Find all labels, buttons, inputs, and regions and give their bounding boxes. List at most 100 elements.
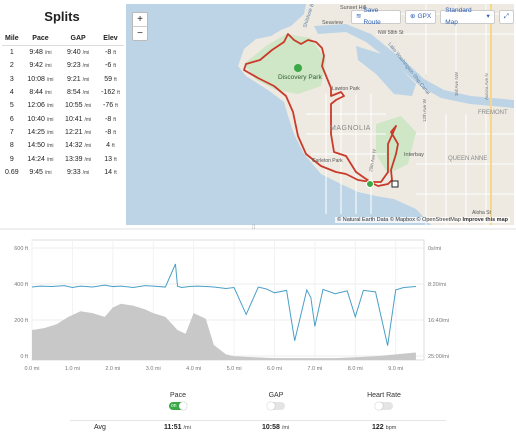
split-elev: -8 ft <box>97 112 124 125</box>
split-pace-unit: /mi <box>44 90 52 97</box>
split-row: 3 10:08 /mi 9:21 /mi 59 ft <box>2 73 124 86</box>
split-pace-value: 9:45 <box>29 168 43 176</box>
finish-marker[interactable] <box>391 180 399 188</box>
y-right-tick: 8:20/mi <box>428 282 446 288</box>
split-elev-value: 4 <box>106 142 111 150</box>
split-pace-value: 14:25 <box>27 128 45 136</box>
y-right-tick: 0s/mi <box>428 246 441 252</box>
split-pace-unit: /mi <box>46 129 54 136</box>
split-pace: 10:40 /mi <box>22 112 60 125</box>
split-pace: 14:50 /mi <box>22 139 60 152</box>
split-gap-unit: /mi <box>82 169 90 176</box>
pace-toggle-text: on <box>171 403 177 409</box>
split-row: 4 8:44 /mi 8:54 /mi -162 ft <box>2 86 124 99</box>
resize-handle-icon[interactable]: ⁞⁞ <box>252 225 256 231</box>
split-pace-unit: /mi <box>46 76 54 83</box>
pace-toggle[interactable]: on <box>169 402 187 410</box>
x-tick: 2.0 mi <box>105 366 120 372</box>
split-pace-value: 10:08 <box>27 75 45 83</box>
split-gap-value: 9:23 <box>67 62 81 70</box>
label-carleton-park: Carleton Park <box>312 158 343 164</box>
route-path <box>243 33 399 187</box>
avg-gap-value: 10:58 <box>262 424 280 431</box>
gpx-button[interactable]: ⊕ GPX <box>405 10 437 24</box>
split-mile: 5 <box>2 99 22 112</box>
heart-rate-toggle[interactable] <box>375 402 393 410</box>
split-elev-unit: ft <box>113 50 116 57</box>
split-pace-unit: /mi <box>46 143 54 150</box>
split-mile-value: 6 <box>9 115 14 123</box>
avg-pace: 11:51 /mi <box>164 424 191 431</box>
split-gap-value: 9:40 <box>67 49 81 57</box>
split-mile-value: 4 <box>9 89 14 97</box>
label-aloha-st: Aloha St <box>472 210 492 216</box>
split-gap: 9:33 /mi <box>59 166 97 179</box>
split-gap: 13:39 /mi <box>59 152 97 165</box>
split-elev: 4 ft <box>97 139 124 152</box>
avg-gap: 10:58 /mi <box>262 424 289 431</box>
save-route-icon: ≋ <box>356 13 362 20</box>
split-gap-unit: /mi <box>84 143 92 150</box>
label-discovery-park: Discovery Park <box>278 74 322 81</box>
label-queen-anne: QUEEN ANNE <box>448 156 487 162</box>
split-gap-value: 14:32 <box>65 142 83 150</box>
split-gap: 9:21 /mi <box>59 73 97 86</box>
split-mile: 1 <box>2 46 22 60</box>
split-gap-unit: /mi <box>84 116 92 123</box>
split-gap: 9:23 /mi <box>59 59 97 72</box>
map-street-labels: 28th Ave W 12th Ave W 3rd Ave NW Aurora … <box>368 71 489 172</box>
split-mile: 4 <box>2 86 22 99</box>
split-gap-value: 13:39 <box>65 155 83 163</box>
split-elev: 14 ft <box>97 166 124 179</box>
map-labels: Sunset Hill Seaview NW 58th St Discovery… <box>278 5 508 216</box>
split-elev-unit: ft <box>117 90 120 97</box>
split-mile: 2 <box>2 59 22 72</box>
fullscreen-button[interactable]: ⤢ <box>498 10 514 24</box>
zoom-out-button[interactable]: − <box>133 26 147 40</box>
label-lawton-park: Lawton Park <box>332 86 360 92</box>
zoom-in-button[interactable]: + <box>137 14 143 25</box>
map-style-select[interactable]: Standard Map ▾ <box>440 7 495 26</box>
x-tick: 0.0 mi <box>25 366 40 372</box>
discovery-park-area <box>244 34 326 94</box>
split-pace-unit: /mi <box>46 156 54 163</box>
split-pace: 10:08 /mi <box>22 73 60 86</box>
split-elev-value: 13 <box>104 155 113 163</box>
split-gap-value: 12:21 <box>65 128 83 136</box>
split-gap-value: 9:21 <box>67 75 81 83</box>
pace-control: Pace on <box>148 392 208 410</box>
split-row: 0.69 9:45 /mi 9:33 /mi 14 ft <box>2 166 124 179</box>
x-tick: 9.0 mi <box>388 366 403 372</box>
label-fremont: FREMONT <box>478 110 508 116</box>
split-elev-value: 14 <box>104 168 113 176</box>
heart-rate-label: Heart Rate <box>367 392 401 399</box>
split-elev: -6 ft <box>97 59 124 72</box>
map-style-label: Standard Map <box>445 7 472 26</box>
split-row: 2 9:42 /mi 9:23 /mi -6 ft <box>2 59 124 72</box>
split-pace: 9:45 /mi <box>22 166 60 179</box>
split-row: 8 14:50 /mi 14:32 /mi 4 ft <box>2 139 124 152</box>
split-elev: 59 ft <box>97 73 124 86</box>
avg-hr-value: 122 <box>372 424 384 431</box>
y-left-tick: 200 ft <box>14 318 28 324</box>
split-pace-unit: /mi <box>44 63 52 70</box>
save-route-button[interactable]: ≋ Save Route <box>351 7 402 26</box>
split-gap: 14:32 /mi <box>59 139 97 152</box>
toggle-knob <box>375 402 383 410</box>
start-marker[interactable] <box>366 180 374 188</box>
split-pace-unit: /mi <box>44 169 52 176</box>
splits-panel: Splits Mile Pace GAP Elev 1 9:48 /mi 9:40 … <box>0 0 124 225</box>
split-gap: 8:54 /mi <box>59 86 97 99</box>
map-canvas[interactable]: Sunset Hill Seaview NW 58th St Discovery… <box>126 4 514 225</box>
panel-divider <box>0 228 516 230</box>
download-icon: ⊕ <box>410 13 416 20</box>
park-icon <box>294 64 302 72</box>
elevation-pace-chart[interactable]: 600 ft 0s/mi 400 ft 8:20/mi 200 ft 16:40/mi 0 … <box>0 232 516 377</box>
split-elev-value: -6 <box>105 62 112 70</box>
split-gap: 10:41 /mi <box>59 112 97 125</box>
route-map[interactable]: Sunset Hill Seaview NW 58th St Discovery… <box>126 4 514 225</box>
improve-map-link[interactable]: Improve this map <box>462 217 508 223</box>
split-pace-value: 14:50 <box>27 142 45 150</box>
split-row: 7 14:25 /mi 12:21 /mi -8 ft <box>2 126 124 139</box>
gap-toggle[interactable] <box>267 402 285 410</box>
